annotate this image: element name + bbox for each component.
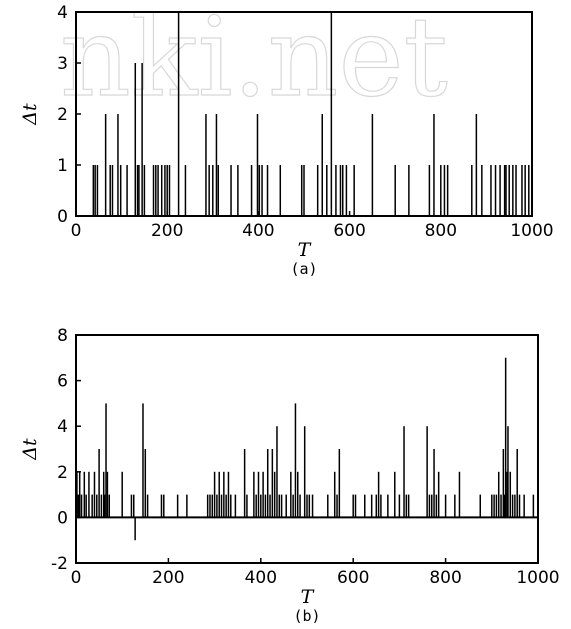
x-tick-label: 200 bbox=[151, 221, 183, 241]
x-tick-label: 600 bbox=[333, 221, 365, 241]
x-tick-label: 800 bbox=[425, 221, 457, 241]
x-tick-label: 400 bbox=[245, 568, 277, 588]
y-tick-label: -2 bbox=[51, 554, 68, 574]
caption-b: (b) bbox=[293, 607, 320, 625]
y-axis-label-b: Δt bbox=[19, 438, 41, 461]
x-tick-label: 400 bbox=[242, 221, 274, 241]
y-tick-label: 2 bbox=[57, 463, 68, 483]
x-tick-label: 1000 bbox=[510, 221, 553, 241]
y-tick-label: 0 bbox=[57, 508, 68, 528]
y-tick-label: 6 bbox=[57, 372, 68, 392]
y-tick-label: 2 bbox=[57, 105, 68, 125]
x-tick-label: 200 bbox=[152, 568, 184, 588]
y-tick-label: 1 bbox=[57, 156, 68, 176]
x-tick-label: 0 bbox=[71, 568, 82, 588]
caption-a: (a) bbox=[290, 260, 317, 278]
y-axis-label-a: Δt bbox=[19, 103, 41, 126]
x-tick-label: 1000 bbox=[516, 568, 559, 588]
series-spikes-b bbox=[76, 357, 538, 541]
chart-panel-a: 0 200 400 600 800 1000 0 1 2 3 4 T Δt (a) bbox=[19, 3, 554, 278]
x-tick-label: 800 bbox=[429, 568, 461, 588]
x-axis-label-b: T bbox=[301, 586, 315, 608]
x-tick-label: 0 bbox=[71, 221, 82, 241]
axis-ticks-a: 0 200 400 600 800 1000 0 1 2 3 4 bbox=[57, 3, 553, 241]
y-tick-label: 8 bbox=[57, 326, 68, 346]
watermark: nki.net bbox=[60, 0, 448, 121]
x-tick-label: 600 bbox=[337, 568, 369, 588]
y-tick-label: 3 bbox=[57, 54, 68, 74]
y-tick-label: 4 bbox=[57, 417, 68, 437]
y-tick-label: 0 bbox=[57, 207, 68, 227]
plot-frame-b bbox=[75, 334, 539, 564]
series-spikes-a bbox=[76, 12, 532, 217]
x-axis-label-a: T bbox=[298, 239, 312, 261]
y-tick-label: 4 bbox=[57, 3, 68, 23]
